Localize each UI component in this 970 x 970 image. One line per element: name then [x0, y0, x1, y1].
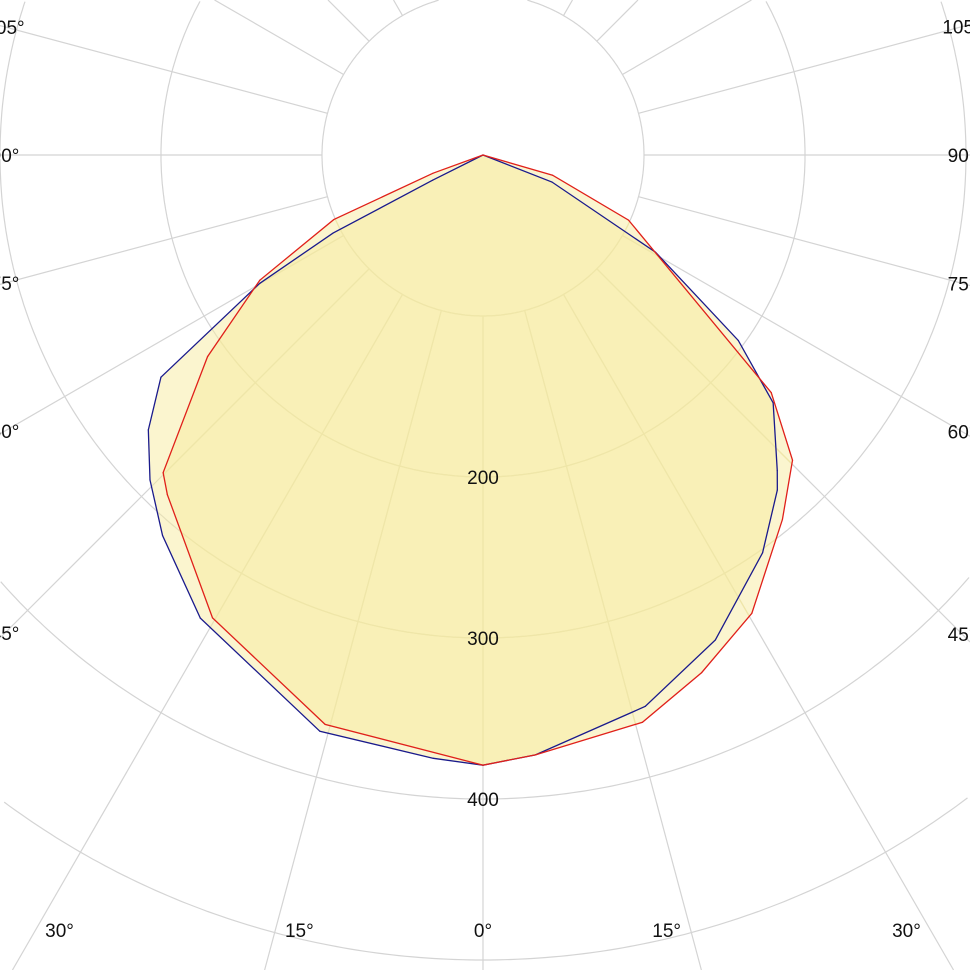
intensity-fills	[148, 155, 793, 766]
grid-ray-285	[0, 196, 328, 285]
grid-ray-15	[524, 310, 702, 766]
angle-label-left-75: 75°	[0, 274, 19, 295]
grid-ray-315	[163, 268, 370, 639]
point-red-11	[641, 721, 644, 723]
point-blue-9	[319, 730, 321, 732]
grid-circle-400-arc-1	[0, 581, 483, 800]
intensity-curves	[147, 154, 794, 766]
grid-ray-60	[622, 234, 970, 437]
point-red-19	[482, 154, 484, 156]
point-red-14	[781, 518, 784, 521]
point-blue-4	[160, 376, 162, 378]
grid-ray-75	[638, 196, 970, 287]
grid-ray-45	[596, 268, 793, 643]
grid-circle-300-arc-0	[483, 155, 793, 639]
angle-label-right-30: 30°	[892, 921, 921, 942]
point-blue-6	[149, 479, 151, 481]
point-red-3	[259, 279, 261, 281]
angle-label-0: 0°	[474, 921, 492, 942]
grid-ray-345	[264, 310, 442, 766]
grid-circle-500-arc-1	[3, 801, 483, 961]
radial-label-400: 400	[467, 790, 499, 811]
point-red-17	[627, 219, 630, 221]
curve-red	[162, 154, 794, 766]
grid-ray-240	[214, 0, 344, 76]
point-red-5	[162, 472, 164, 474]
angle-label-left-45: 45°	[0, 624, 19, 645]
angle-label-left-60: 60°	[0, 422, 19, 443]
angle-label-left-105: 105°	[0, 18, 25, 39]
point-red-2	[333, 218, 335, 221]
point-blue-1	[432, 179, 434, 181]
point-blue-13	[644, 705, 646, 707]
grid-ray-150	[562, 0, 574, 16]
angle-label-right-45: 45°	[948, 625, 970, 646]
point-red-15	[791, 459, 794, 461]
point-blue-5	[147, 429, 149, 431]
point-blue-17	[776, 469, 778, 472]
radial-label-300: 300	[467, 629, 499, 650]
angle-label-right-105: 105°	[942, 18, 970, 39]
grid-circle-500-arc-0	[483, 797, 968, 961]
grid-ray-225	[327, 0, 370, 42]
angle-label-right-15: 15°	[652, 921, 681, 942]
grid-circle-300-arc-1	[0, 1, 26, 151]
point-blue-10	[432, 757, 434, 759]
point-blue-15	[761, 552, 764, 554]
point-red-1	[432, 172, 434, 174]
point-red-18	[551, 174, 554, 176]
grid-circle-400-arc-0	[483, 577, 970, 800]
point-blue-8	[199, 617, 201, 619]
point-blue-7	[161, 534, 164, 537]
grid-ray-135	[596, 0, 639, 42]
point-red-16	[770, 391, 772, 394]
point-blue-19	[737, 339, 739, 342]
point-red-8	[324, 723, 326, 725]
grid-circle-300-arc-2	[163, 159, 483, 639]
point-red-6	[166, 494, 168, 496]
fill-red	[163, 155, 793, 766]
angle-label-right-75: 75°	[948, 274, 970, 295]
grid-ray-210	[392, 0, 404, 16]
angle-label-left-15: 15°	[285, 921, 314, 942]
point-blue-16	[776, 489, 778, 491]
angle-label-left-90: 90°	[0, 146, 19, 167]
point-blue-2	[332, 232, 334, 234]
grid-ray-255	[0, 25, 328, 114]
grid-ray-120	[622, 0, 752, 76]
axis-labels: 200 300 400 105° 90° 75° 60° 45° 30° 15° 0° 15° 30° 4…	[0, 18, 970, 942]
angle-label-left-30: 30°	[45, 921, 74, 942]
point-red-7	[211, 617, 214, 619]
point-red-10	[534, 754, 537, 756]
point-blue-21	[551, 181, 553, 183]
grid-circle-500-arc-1	[4, 802, 483, 960]
radial-label-200: 200	[467, 468, 499, 489]
point-blue-3	[259, 282, 261, 285]
point-red-9	[482, 764, 484, 766]
point-red-4	[206, 355, 209, 358]
point-blue-14	[714, 639, 716, 641]
grid-ray-105	[638, 23, 970, 114]
point-red-12	[701, 672, 703, 674]
point-blue-18	[772, 402, 774, 404]
angle-label-right-60: 60°	[948, 423, 970, 444]
point-red-13	[751, 612, 753, 614]
angle-label-right-90: 90°	[948, 146, 970, 167]
